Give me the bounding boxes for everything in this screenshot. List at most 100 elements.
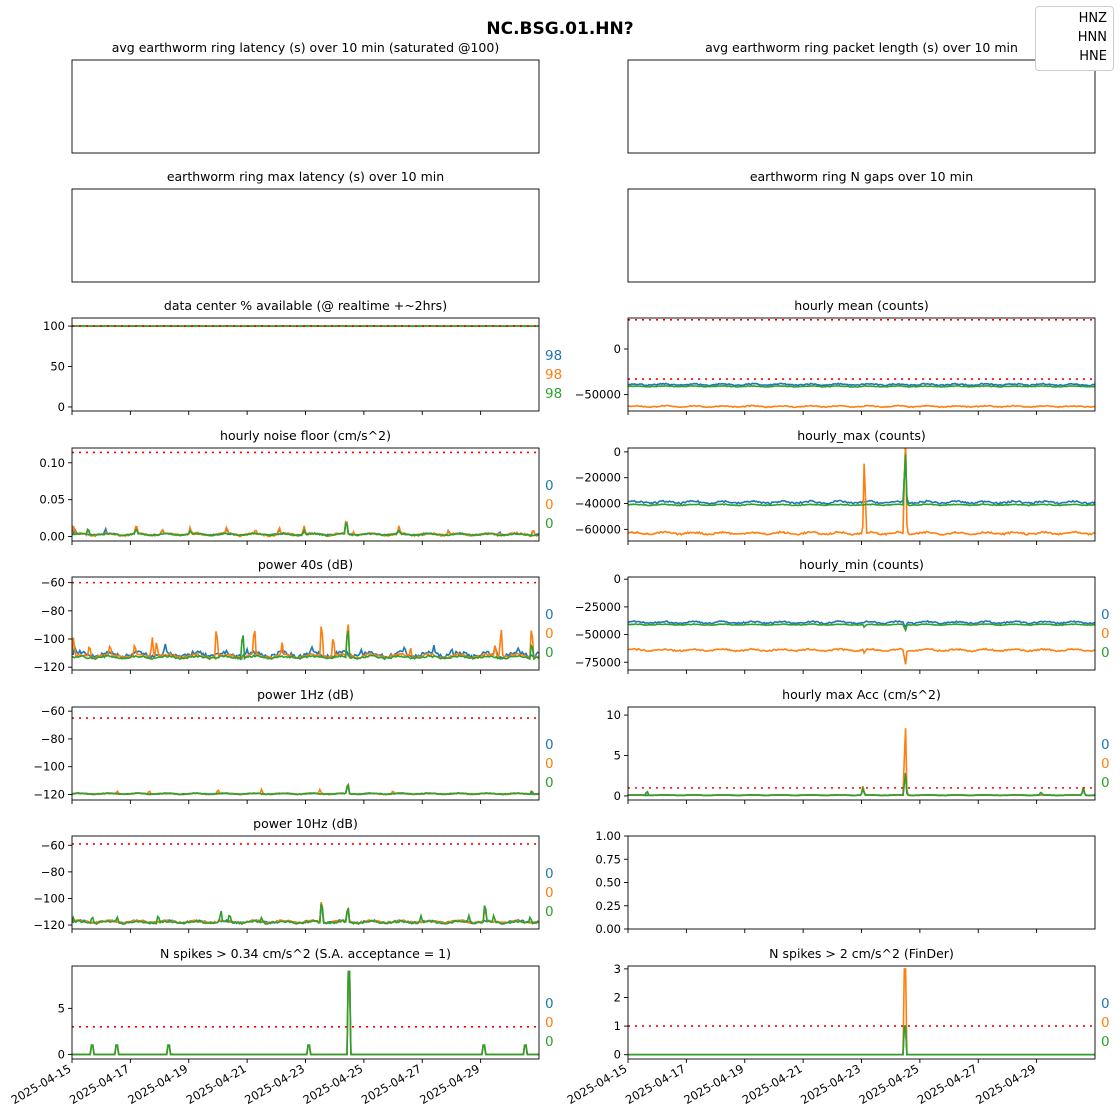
x-tick-label: 2025-04-27: [359, 1061, 424, 1107]
x-tick-label: 2025-04-25: [856, 1061, 921, 1107]
annotation-hnn: 0: [545, 885, 554, 901]
chart-avail: data center % available (@ realtime +~2h…: [43, 298, 562, 415]
chart-title: data center % available (@ realtime +~2h…: [164, 298, 447, 313]
series-line-hnn: [72, 970, 539, 1056]
x-tick-label: 2025-04-15: [9, 1061, 74, 1107]
y-tick-label: 0.75: [595, 852, 621, 866]
y-tick-label: 0.50: [595, 876, 621, 890]
y-tick-label: −120: [33, 918, 65, 932]
plot-area: [72, 970, 539, 1056]
chart-title: hourly noise floor (cm/s^2): [220, 428, 391, 443]
chart-title: power 10Hz (dB): [253, 816, 358, 831]
y-tick-label: 5: [58, 1001, 65, 1015]
y-tick-label: −50000: [575, 388, 621, 402]
series-line-hnz: [628, 1025, 1095, 1056]
y-tick-label: 0: [614, 445, 621, 459]
y-tick-label: −60: [41, 838, 65, 852]
annotation-hnz: 0: [1101, 996, 1110, 1012]
axes-frame: [71, 188, 540, 283]
chart-empty: 0.00 0.25 0.50 0.75 1.00: [595, 829, 1096, 936]
annotation-hnn: 0: [1101, 626, 1110, 642]
series-line-hne: [628, 774, 1095, 797]
axes-frame: [627, 965, 1096, 1060]
series-line-hnz: [628, 458, 1095, 505]
series-line-hne: [72, 970, 539, 1056]
chart-title: power 40s (dB): [258, 557, 353, 572]
legend-entry-hne: HNE: [1079, 49, 1107, 64]
y-tick-label: 1: [614, 1019, 621, 1033]
chart-spk: N spikes > 0.34 cm/s^2 (S.A. acceptance …: [9, 946, 554, 1107]
chart-title: hourly max Acc (cm/s^2): [782, 687, 941, 702]
chart-acc: hourly max Acc (cm/s^2) 0 5 10 0 0 0: [606, 687, 1110, 804]
annotation-hnz: 0: [545, 996, 554, 1012]
series-line-hne: [72, 630, 539, 661]
y-tick-label: −100: [33, 891, 65, 905]
plot-area: [72, 581, 539, 661]
series-line-hnn: [628, 448, 1095, 537]
annotation-hne: 0: [545, 775, 554, 791]
axes-frame: [627, 447, 1096, 542]
axes-frame: [71, 965, 540, 1060]
y-tick-label: −120: [33, 660, 65, 674]
x-tick-label: 2025-04-17: [623, 1061, 688, 1107]
y-tick-label: 1.00: [595, 829, 621, 843]
annotation-hne: 0: [545, 1034, 554, 1050]
x-tick-label: 2025-04-25: [300, 1061, 365, 1107]
annotation-hne: 0: [545, 904, 554, 920]
y-tick-label: −60: [41, 704, 65, 718]
annotation-hne: 0: [1101, 1034, 1110, 1050]
y-tick-label: 5: [614, 749, 621, 763]
x-tick-label: 2025-04-19: [681, 1061, 746, 1107]
y-tick-label: −40000: [575, 497, 621, 511]
series-line-hnz: [72, 970, 539, 1056]
series-line-hnn: [628, 404, 1095, 409]
chart-noise: hourly noise floor (cm/s^2) 0.00 0.05 0.10 0…: [39, 428, 554, 545]
axes-frame: [627, 59, 1096, 154]
chart-maxlat: earthworm ring max latency (s) over 10 m…: [71, 169, 540, 283]
chart-gaps: earthworm ring N gaps over 10 min: [627, 169, 1096, 283]
y-tick-label: 0.25: [595, 899, 621, 913]
chart-title: N spikes > 0.34 cm/s^2 (S.A. acceptance …: [160, 946, 451, 961]
y-tick-label: −25000: [575, 600, 621, 614]
chart-title: hourly_min (counts): [799, 557, 924, 572]
annotation-hnz: 0: [545, 737, 554, 753]
x-tick-label: 2025-04-23: [798, 1061, 863, 1107]
series-line-hne: [628, 454, 1095, 507]
y-tick-label: 0.00: [595, 922, 621, 936]
y-tick-label: 0: [614, 572, 621, 586]
y-tick-label: −120: [33, 787, 65, 801]
plot-area: [628, 319, 1095, 409]
x-tick-label: 2025-04-23: [242, 1061, 307, 1107]
series-line-hnn: [628, 968, 1095, 1056]
axes-frame: [71, 59, 540, 154]
y-tick-label: −75000: [575, 655, 621, 669]
chart-title: hourly mean (counts): [794, 298, 928, 313]
chart-p40: power 40s (dB) −120 −100 −80 −60 0 0 0: [33, 557, 553, 674]
annotation-hnz: 98: [545, 348, 562, 364]
y-tick-label: −100: [33, 760, 65, 774]
plot-area: [628, 728, 1095, 797]
chart-title: earthworm ring max latency (s) over 10 m…: [167, 169, 444, 184]
axes-frame: [71, 317, 540, 412]
chart-hmin: hourly_min (counts) −75000 −50000 −25000 0 0 0…: [575, 557, 1110, 674]
x-tick-label: 2025-04-17: [67, 1061, 132, 1107]
annotation-hnn: 0: [1101, 1015, 1110, 1031]
chart-title: hourly_max (counts): [797, 428, 926, 443]
chart-p1: power 1Hz (dB) −120 −100 −80 −60 0 0 0: [33, 687, 554, 804]
annotation-hne: 98: [545, 386, 562, 402]
y-tick-label: 0: [58, 1047, 65, 1061]
chart-packet: avg earthworm ring packet length (s) ove…: [627, 40, 1096, 154]
y-tick-label: −100: [33, 632, 65, 646]
figure-title: NC.BSG.01.HN?: [486, 19, 634, 39]
series-line-hne: [628, 384, 1095, 388]
y-tick-label: −60000: [575, 522, 621, 536]
chart-fin: N spikes > 2 cm/s^2 (FinDer) 0 1 2 3 2025-04-…: [565, 946, 1110, 1107]
annotation-hnz: 0: [545, 866, 554, 882]
series-line-hne: [72, 903, 539, 926]
y-tick-label: −80: [41, 865, 65, 879]
y-tick-label: −80: [41, 604, 65, 618]
x-tick-label: 2025-04-15: [565, 1061, 630, 1107]
chart-latency: avg earthworm ring latency (s) over 10 m…: [71, 40, 540, 154]
plot-area: [72, 717, 539, 796]
